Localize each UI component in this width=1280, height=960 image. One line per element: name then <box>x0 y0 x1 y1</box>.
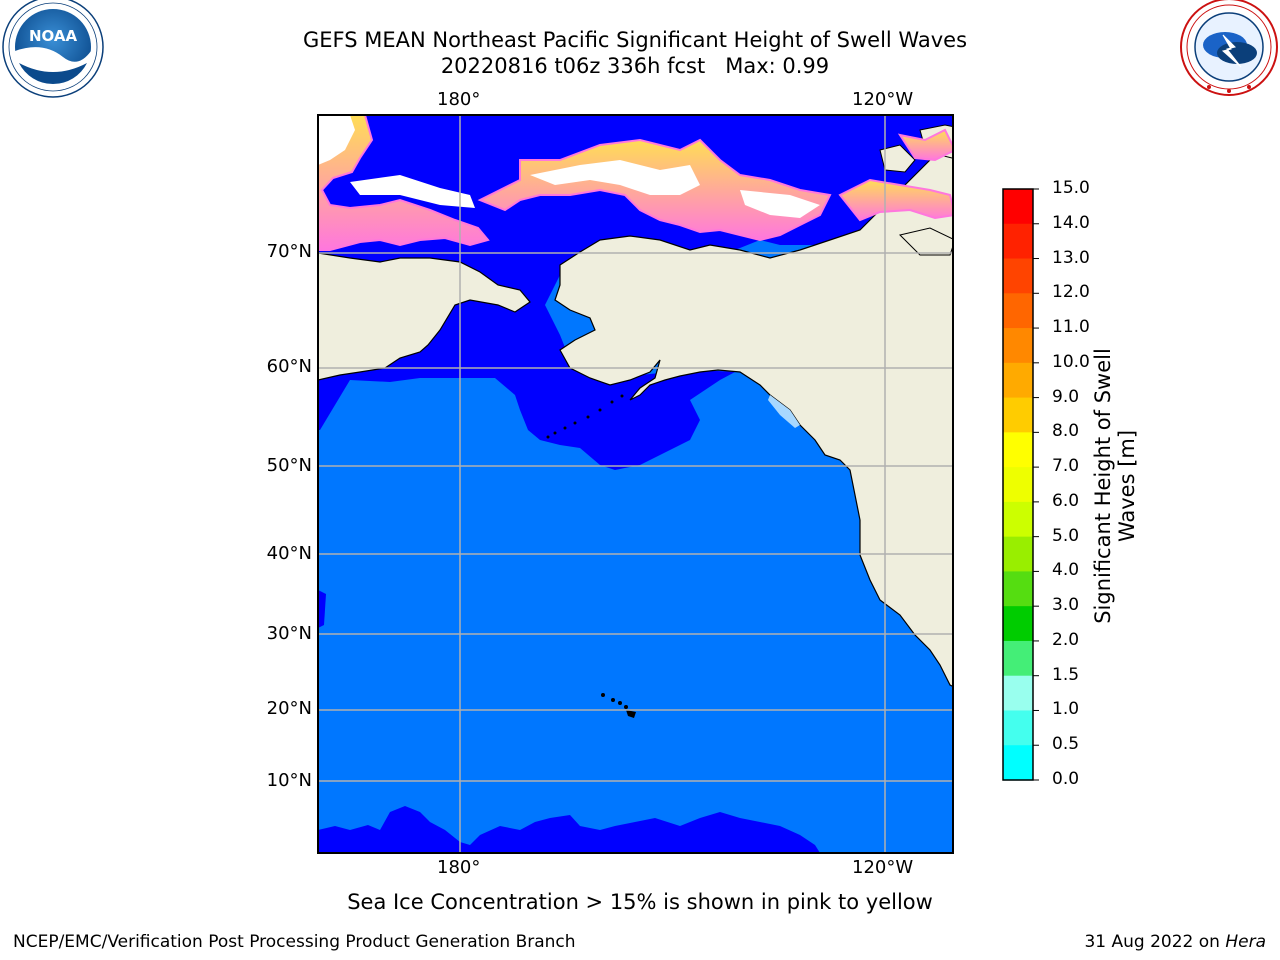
noaa-logo: NOAA <box>2 0 104 98</box>
lon-label-bottom-180: 180° <box>437 857 481 878</box>
colorbar-segment <box>1003 710 1033 746</box>
gridlines <box>318 115 953 853</box>
colorbar-tick-label: 3.0 <box>1052 595 1080 616</box>
colorbar-segment <box>1003 189 1033 225</box>
chart-title: GEFS MEAN Northeast Pacific Significant … <box>302 28 968 52</box>
colorbar-label-line2: Waves [m] <box>1115 429 1139 543</box>
colorbar-segment <box>1003 606 1033 642</box>
footer-credit: NCEP/EMC/Verification Post Processing Pr… <box>13 932 576 952</box>
colorbar-tick-label: 1.0 <box>1052 699 1080 720</box>
colorbar-tick-label: 2.0 <box>1052 629 1080 650</box>
footer-host: Hera <box>1225 932 1266 952</box>
lat-label-70n: 70°N <box>266 241 312 262</box>
lat-label-20n: 20°N <box>266 698 312 719</box>
colorbar-segment <box>1003 536 1033 573</box>
colorbar-frame <box>1002 188 1034 781</box>
colorbar-tick-label: 10.0 <box>1052 351 1090 372</box>
colorbar-segment <box>1003 467 1033 503</box>
aleutian-islands <box>546 394 624 439</box>
footer-date: 31 Aug 2022 on Hera <box>1084 932 1266 952</box>
map-area <box>318 115 953 853</box>
nws-logo <box>1180 0 1278 96</box>
lat-label-40n: 40°N <box>266 543 312 564</box>
colorbar <box>1003 188 1039 781</box>
hawaii-islands <box>601 693 636 718</box>
lon-label-top-120w: 120°W <box>852 89 914 110</box>
colorbar-segment <box>1003 362 1033 399</box>
svg-text:NOAA: NOAA <box>29 27 78 45</box>
colorbar-tick-label: 11.0 <box>1052 317 1090 338</box>
colorbar-segment <box>1003 675 1033 712</box>
lat-label-60n: 60°N <box>266 356 312 377</box>
lat-label-30n: 30°N <box>266 623 312 644</box>
colorbar-tick-label: 0.5 <box>1052 734 1080 755</box>
colorbar-tick-label: 15.0 <box>1052 178 1090 198</box>
colorbar-tick-label: 4.0 <box>1052 560 1080 581</box>
colorbar-tick-label: 14.0 <box>1052 212 1090 233</box>
colorbar-tick-label: 0.0 <box>1052 769 1080 789</box>
colorbar-tick-label: 6.0 <box>1052 490 1080 511</box>
sea-ice-caption: Sea Ice Concentration > 15% is shown in … <box>347 890 933 914</box>
colorbar-tick-label: 8.0 <box>1052 421 1080 442</box>
colorbar-tick-label: 1.5 <box>1052 664 1080 685</box>
lat-label-10n: 10°N <box>266 770 312 791</box>
colorbar-tick-label: 7.0 <box>1052 456 1080 477</box>
colorbar-segment <box>1003 640 1033 677</box>
land-chukotka <box>318 252 531 381</box>
chart-subtitle: 20220816 t06z 336h fcst Max: 0.99 <box>440 54 830 78</box>
colorbar-segment <box>1003 571 1033 607</box>
colorbar-tick-label: 9.0 <box>1052 386 1080 407</box>
colorbar-segment <box>1003 293 1033 329</box>
colorbar-segment <box>1003 432 1033 468</box>
lat-label-50n: 50°N <box>266 455 312 476</box>
lon-label-top-180: 180° <box>437 89 481 110</box>
footer-date-text: 31 Aug 2022 on <box>1084 932 1226 952</box>
colorbar-tick-label: 5.0 <box>1052 525 1080 546</box>
colorbar-tick-label: 12.0 <box>1052 282 1090 303</box>
colorbar-label-line1: Significant Height of Swell <box>1091 348 1115 624</box>
colorbar-segment <box>1003 258 1033 294</box>
colorbar-segment <box>1003 223 1033 260</box>
colorbar-segment <box>1003 328 1033 364</box>
land-north-america <box>554 142 953 688</box>
colorbar-tick-label: 13.0 <box>1052 247 1090 268</box>
colorbar-segment <box>1003 745 1033 781</box>
lon-label-bottom-120w: 120°W <box>852 857 914 878</box>
colorbar-segment <box>1003 397 1033 433</box>
low-swell-south <box>318 806 820 853</box>
colorbar-segment <box>1003 501 1033 538</box>
map-frame <box>317 114 954 854</box>
